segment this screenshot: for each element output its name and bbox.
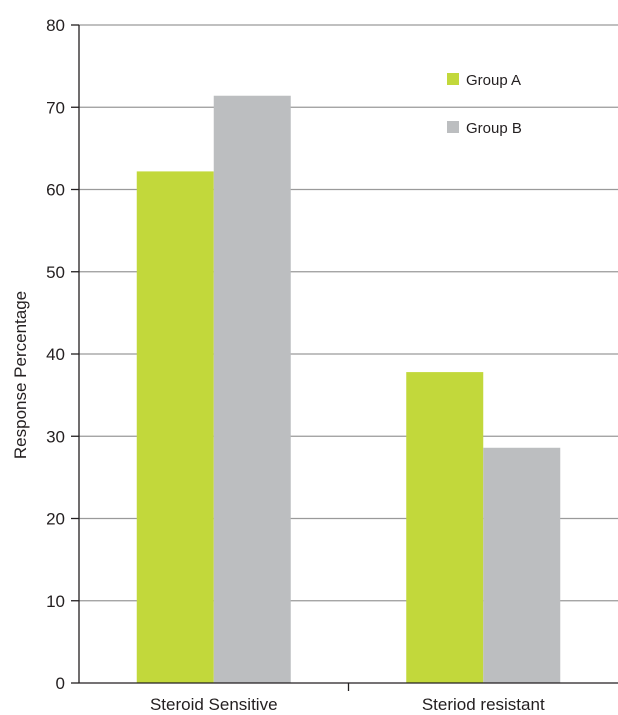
y-tick-label: 10 (46, 592, 65, 611)
legend-swatch (447, 73, 459, 85)
y-tick-label: 60 (46, 181, 65, 200)
legend-label: Group B (466, 120, 522, 137)
bar-group-a-1 (406, 372, 484, 683)
y-tick-label: 30 (46, 427, 65, 446)
x-category-label: Steroid Sensitive (150, 695, 278, 714)
legend-label: Group A (466, 72, 521, 89)
legend-swatch (447, 121, 459, 133)
y-tick-labels: 0 10 20 30 40 50 60 70 80 (46, 16, 65, 693)
y-tick-label: 20 (46, 510, 65, 529)
x-category-label: Steriod resistant (422, 695, 545, 714)
axes (78, 25, 618, 691)
x-category-labels: Steroid Sensitive Steriod resistant (150, 695, 545, 714)
y-tick-label: 40 (46, 345, 65, 364)
y-tick-label: 70 (46, 98, 65, 117)
bars (136, 95, 561, 684)
y-axis-title: Response Percentage (11, 291, 30, 459)
y-tick-label: 50 (46, 263, 65, 282)
y-tick-label: 0 (56, 674, 65, 693)
bar-group-b-0 (213, 95, 291, 684)
legend: Group A Group B (447, 72, 522, 137)
bar-group-a-0 (136, 171, 214, 683)
bar-group-b-1 (483, 447, 561, 683)
y-tick-label: 80 (46, 16, 65, 35)
